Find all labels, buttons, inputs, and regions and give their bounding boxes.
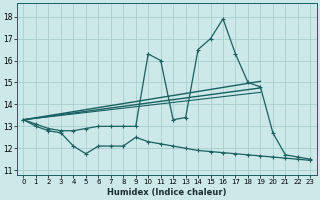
- X-axis label: Humidex (Indice chaleur): Humidex (Indice chaleur): [107, 188, 227, 197]
